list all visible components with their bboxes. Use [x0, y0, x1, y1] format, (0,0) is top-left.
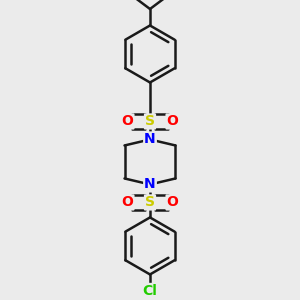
Text: N: N	[144, 133, 156, 146]
Text: S: S	[145, 196, 155, 209]
Text: O: O	[167, 196, 178, 209]
Text: Cl: Cl	[142, 284, 158, 298]
Text: O: O	[122, 196, 134, 209]
Text: N: N	[144, 178, 156, 191]
Text: O: O	[122, 115, 134, 128]
Text: O: O	[167, 115, 178, 128]
Text: S: S	[145, 115, 155, 128]
